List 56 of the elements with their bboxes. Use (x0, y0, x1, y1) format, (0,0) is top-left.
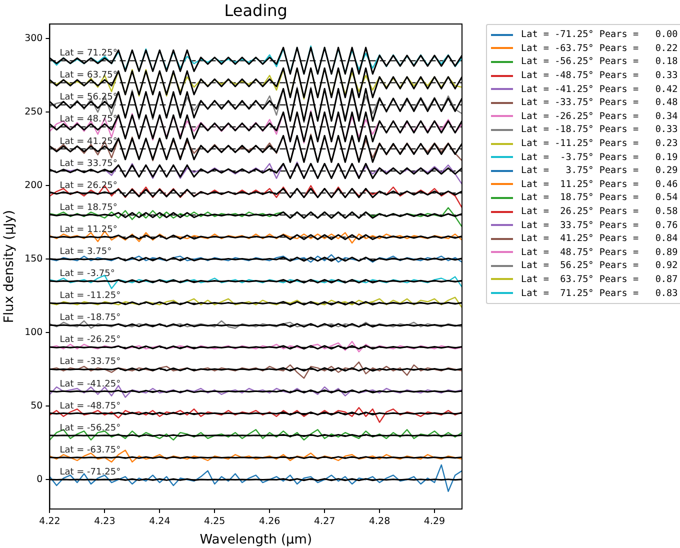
x-tick-label: 4.29 (424, 516, 446, 528)
legend-label: Lat = -48.75° Pears = 0.33 (521, 70, 678, 82)
annotation: Lat = -11.25° (60, 291, 121, 302)
legend-label: Lat = -71.25° Pears = 0.00 (521, 29, 678, 40)
x-tick-label: 4.22 (39, 516, 60, 528)
x-tick-label: 4.25 (204, 516, 226, 528)
x-axis-title: Wavelength (μm) (200, 532, 312, 548)
legend-label: Lat = -56.25° Pears = 0.18 (521, 56, 678, 68)
x-tick-label: 4.23 (94, 516, 116, 528)
annotation: Lat = -48.75° (60, 401, 121, 412)
legend-label: Lat = 56.25° Pears = 0.92 (521, 260, 678, 272)
x-tick-label: 4.28 (368, 516, 390, 528)
legend-label: Lat = 26.25° Pears = 0.58 (521, 206, 678, 218)
annotation: Lat = -26.25° (60, 335, 121, 346)
annotation: Lat = -33.75° (60, 357, 121, 368)
legend-label: Lat = -41.25° Pears = 0.42 (521, 84, 678, 95)
annotation: Lat = 11.25° (60, 224, 118, 235)
annotation: Lat = 26.25° (60, 180, 118, 191)
y-tick-label: 300 (24, 33, 43, 44)
legend-label: Lat = 3.75° Pears = 0.29 (521, 165, 678, 176)
annotation: Lat = 18.75° (60, 202, 118, 213)
y-axis-title: Flux density (μJy) (2, 210, 18, 323)
x-tick-label: 4.24 (149, 516, 170, 528)
legend-label: Lat = 48.75° Pears = 0.89 (521, 246, 678, 258)
annotation: Lat = -63.75° (60, 445, 121, 456)
chart-title: Leading (224, 1, 288, 20)
legend-label: Lat = -33.75° Pears = 0.48 (521, 97, 678, 108)
annotation: Lat = 3.75° (60, 246, 112, 257)
y-tick-label: 150 (24, 254, 43, 265)
y-tick-label: 100 (24, 327, 43, 338)
annotation: Lat = -56.25° (60, 423, 121, 434)
annotation: Lat = -71.25° (60, 467, 121, 478)
legend-label: Lat = -63.75° Pears = 0.22 (521, 42, 678, 54)
legend-label: Lat = 71.25° Pears = 0.83 (521, 288, 678, 299)
y-tick-label: 200 (24, 180, 43, 192)
x-tick-label: 4.27 (314, 516, 336, 528)
y-tick-label: 250 (24, 106, 43, 118)
legend-label: Lat = 18.75° Pears = 0.54 (521, 192, 678, 204)
annotation: Lat = -18.75° (60, 313, 121, 324)
y-tick-label: 0 (36, 474, 43, 486)
annotation: Lat = 41.25° (60, 136, 118, 147)
legend-label: Lat = -11.25° Pears = 0.23 (521, 138, 678, 150)
legend-label: Lat = 63.75° Pears = 0.87 (521, 274, 678, 285)
y-tick-label: 50 (30, 400, 43, 412)
annotation: Lat = 33.75° (60, 158, 118, 169)
annotation: Lat = 71.25° (60, 48, 118, 59)
x-tick-label: 4.26 (259, 516, 280, 528)
legend-label: Lat = 11.25° Pears = 0.46 (521, 178, 678, 190)
legend-label: Lat = -26.25° Pears = 0.34 (521, 110, 678, 122)
legend-label: Lat = 33.75° Pears = 0.76 (521, 220, 678, 231)
annotation: Lat = -3.75° (60, 269, 115, 280)
legend-label: Lat = -3.75° Pears = 0.19 (521, 152, 678, 163)
annotation: Lat = 63.75° (60, 70, 118, 81)
legend-label: Lat = 41.25° Pears = 0.84 (521, 233, 678, 244)
legend-label: Lat = -18.75° Pears = 0.33 (521, 124, 678, 136)
annotation: Lat = -41.25° (60, 379, 121, 390)
